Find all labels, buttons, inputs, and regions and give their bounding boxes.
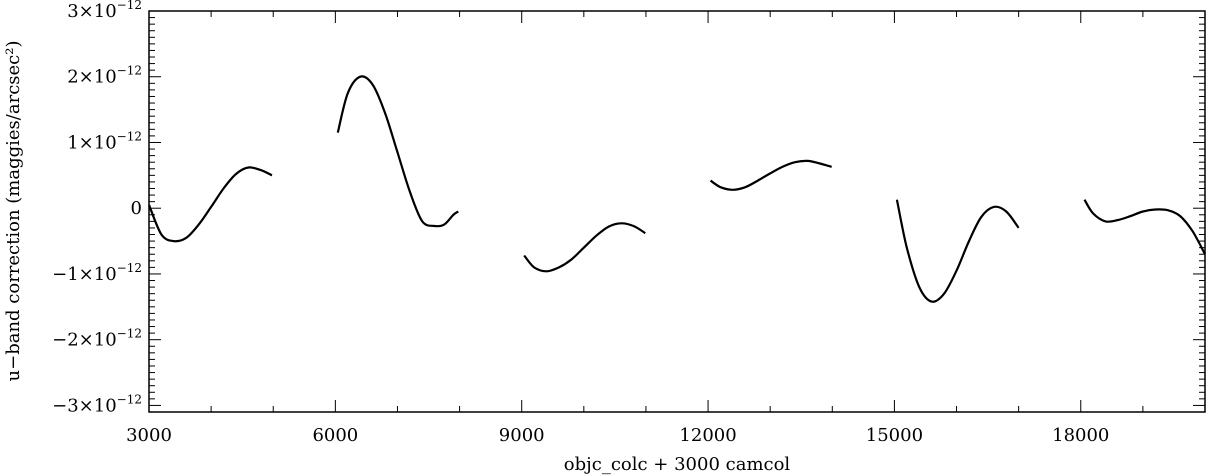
- series-line: [523, 222, 646, 273]
- series-line: [1083, 199, 1206, 255]
- y-axis-title: u−band correction (maggies/arcsec²): [3, 41, 24, 382]
- x-tick-label: 15000: [866, 425, 923, 446]
- series-line: [895, 199, 1020, 303]
- y-tick-label: −3×10−12: [52, 392, 142, 416]
- major-ticks: [148, 10, 1205, 412]
- series-group: [147, 75, 1206, 303]
- y-tick-label: 0: [131, 198, 142, 219]
- minor-ticks: [149, 11, 1205, 413]
- y-tick-label: 3×10−12: [67, 0, 142, 22]
- x-tick-labels: 3000 6000 9000 12000 15000 18000: [126, 425, 1109, 446]
- series-line: [336, 75, 459, 228]
- series-line: [709, 159, 832, 191]
- x-tick-label: 12000: [679, 425, 736, 446]
- y-tick-label: −2×10−12: [52, 327, 142, 351]
- y-tick-label: 2×10−12: [67, 64, 142, 88]
- y-tick-label: 1×10−12: [67, 129, 142, 153]
- x-tick-label: 9000: [499, 425, 545, 446]
- series-line: [147, 166, 273, 243]
- x-tick-label: 6000: [312, 425, 358, 446]
- x-tick-label: 18000: [1052, 425, 1109, 446]
- y-tick-labels: 3×10−12 2×10−12 1×10−12 0 −1×10−12 −2×10−12 −3…: [52, 0, 142, 416]
- x-axis-title: objc_colc + 3000 camcol: [564, 454, 791, 475]
- plot-frame: [148, 10, 1206, 413]
- y-tick-label: −1×10−12: [52, 261, 142, 285]
- x-tick-label: 3000: [126, 425, 172, 446]
